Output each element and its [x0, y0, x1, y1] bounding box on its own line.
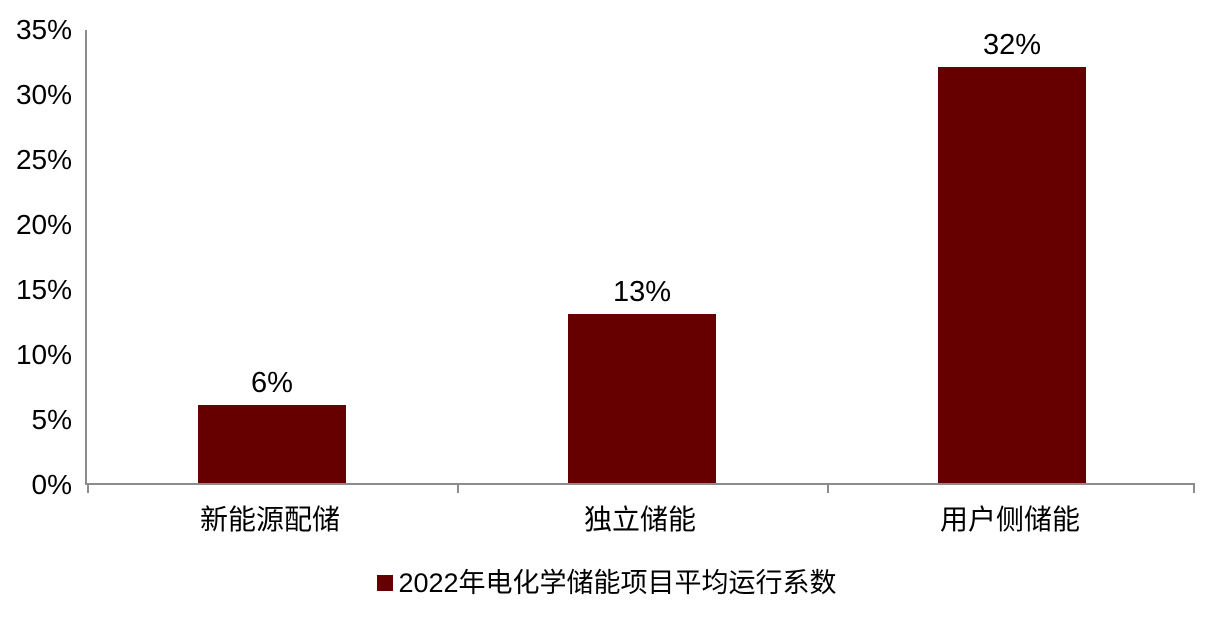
legend-square-marker-icon: [377, 575, 394, 591]
bar-value-label: 6%: [251, 367, 293, 399]
category-label: 新能源配储: [199, 504, 340, 535]
category-label: 用户侧储能: [939, 504, 1080, 535]
bar: [568, 314, 716, 483]
bar-value-label: 13%: [612, 276, 672, 308]
y-tick-label: 10%: [15, 339, 72, 370]
y-tick-label: 20%: [15, 209, 72, 240]
y-tick-label: 0%: [31, 469, 72, 500]
legend: 2022年电化学储能项目平均运行系数: [0, 566, 1214, 600]
x-axis-tick: [87, 485, 89, 493]
bar: [198, 405, 346, 483]
x-axis-tick: [827, 485, 829, 493]
category-label: 独立储能: [583, 504, 696, 535]
y-tick-label: 30%: [15, 79, 72, 110]
x-axis-tick: [457, 485, 459, 493]
x-axis-tick: [1193, 485, 1195, 493]
plot-area: 6% 13% 32%: [85, 29, 1195, 493]
x-axis-labels: 新能源配储 独立储能 用户侧储能: [85, 503, 1195, 537]
y-tick-label: 15%: [15, 274, 72, 305]
bar-value-label: 32%: [982, 29, 1042, 61]
y-tick-label: 5%: [31, 404, 72, 435]
y-axis-labels: 0% 5% 10% 15% 20% 25% 30% 35%: [0, 0, 72, 621]
bar: [938, 67, 1086, 483]
legend-label: 2022年电化学储能项目平均运行系数: [398, 568, 837, 598]
y-tick-label: 25%: [15, 144, 72, 175]
y-tick-label: 35%: [15, 14, 72, 45]
